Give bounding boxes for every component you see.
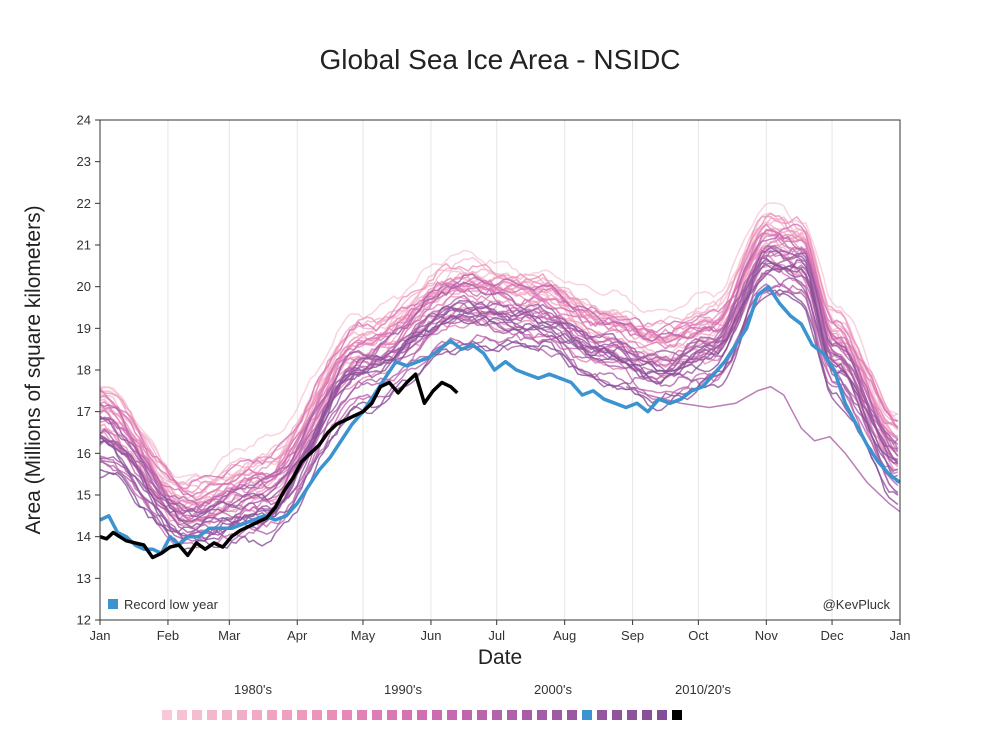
y-tick-label: 24 bbox=[77, 113, 91, 128]
year-swatch bbox=[282, 710, 292, 720]
year-swatch bbox=[492, 710, 502, 720]
chart-title: Global Sea Ice Area - NSIDC bbox=[319, 44, 680, 75]
year-swatch bbox=[267, 710, 277, 720]
x-tick-label: Dec bbox=[820, 628, 844, 643]
x-tick-label: Jul bbox=[488, 628, 505, 643]
year-line bbox=[99, 245, 899, 515]
year-line bbox=[99, 232, 899, 515]
year-swatch bbox=[387, 710, 397, 720]
x-tick-label: Sep bbox=[621, 628, 644, 643]
y-tick-label: 21 bbox=[77, 238, 91, 253]
y-axis: 12 13 14 15 16 17 18 19 20 21 22 23 24 bbox=[77, 113, 100, 628]
year-swatch bbox=[537, 710, 547, 720]
gridlines bbox=[167, 120, 833, 620]
year-swatch bbox=[477, 710, 487, 720]
year-line bbox=[99, 212, 899, 507]
decade-label-1990s: 1990's bbox=[384, 682, 422, 697]
year-line bbox=[99, 250, 898, 515]
year-swatch bbox=[252, 710, 262, 720]
year-swatch bbox=[402, 710, 412, 720]
x-tick-label: Nov bbox=[755, 628, 779, 643]
year-swatch bbox=[552, 710, 562, 720]
year-swatches bbox=[162, 710, 682, 720]
x-tick-label: Feb bbox=[157, 628, 179, 643]
year-line bbox=[99, 261, 899, 530]
year-line bbox=[99, 238, 898, 510]
year-swatch bbox=[237, 710, 247, 720]
y-tick-label: 19 bbox=[77, 321, 91, 336]
y-tick-label: 16 bbox=[77, 446, 91, 461]
year-line bbox=[99, 288, 899, 545]
y-axis-label: Area (Millions of square kilometers) bbox=[22, 205, 45, 534]
year-swatch bbox=[642, 710, 652, 720]
y-tick-label: 23 bbox=[77, 154, 91, 169]
x-tick-label: May bbox=[351, 628, 376, 643]
year-swatch bbox=[177, 710, 187, 720]
year-swatch bbox=[162, 710, 172, 720]
year-swatch bbox=[207, 710, 217, 720]
year-line bbox=[99, 215, 898, 494]
year-swatch bbox=[657, 710, 667, 720]
decade-label-1980s: 1980's bbox=[234, 682, 272, 697]
x-tick-label: Aug bbox=[553, 628, 576, 643]
year-swatch bbox=[612, 710, 622, 720]
x-tick-label: Jan bbox=[90, 628, 111, 643]
x-tick-label: Mar bbox=[218, 628, 241, 643]
decade-label-2010s: 2010/20's bbox=[675, 682, 731, 697]
year-swatch bbox=[597, 710, 607, 720]
x-tick-label: Jan bbox=[890, 628, 911, 643]
y-tick-label: 22 bbox=[77, 196, 91, 211]
year-swatch bbox=[432, 710, 442, 720]
year-swatch bbox=[372, 710, 382, 720]
x-tick-label: Oct bbox=[688, 628, 709, 643]
y-tick-label: 12 bbox=[77, 613, 91, 628]
highlight-lines bbox=[99, 284, 902, 560]
year-line bbox=[99, 246, 899, 509]
year-swatch bbox=[462, 710, 472, 720]
y-tick-label: 14 bbox=[77, 529, 91, 544]
x-tick-label: Jun bbox=[420, 628, 441, 643]
y-tick-label: 13 bbox=[77, 571, 91, 586]
year-lines bbox=[99, 202, 901, 551]
year-line bbox=[625, 385, 901, 513]
year-line bbox=[99, 223, 899, 498]
y-tick-label: 18 bbox=[77, 363, 91, 378]
year-swatch bbox=[222, 710, 232, 720]
year-swatch bbox=[192, 710, 202, 720]
year-swatch bbox=[567, 710, 577, 720]
year-swatch bbox=[357, 710, 367, 720]
year-line bbox=[99, 263, 898, 523]
x-axis: Jan Feb Mar Apr May Jun Jul Aug Sep Oct Nov Dec Jan bbox=[90, 620, 911, 643]
year-swatch bbox=[627, 710, 637, 720]
legend-swatch bbox=[108, 599, 118, 609]
credit-label: @KevPluck bbox=[823, 597, 891, 612]
year-swatch bbox=[522, 710, 532, 720]
y-tick-label: 17 bbox=[77, 404, 91, 419]
year-swatch bbox=[297, 710, 307, 720]
year-swatch bbox=[447, 710, 457, 720]
year-swatch bbox=[417, 710, 427, 720]
year-swatch bbox=[312, 710, 322, 720]
year-line bbox=[99, 267, 899, 542]
year-line bbox=[99, 229, 899, 502]
legend-label: Record low year bbox=[124, 597, 219, 612]
year-swatch bbox=[342, 710, 352, 720]
x-axis-label: Date bbox=[478, 646, 522, 669]
year-swatch bbox=[327, 710, 337, 720]
year-line bbox=[99, 257, 899, 528]
x-tick-label: Apr bbox=[287, 628, 308, 643]
decade-label-2000s: 2000's bbox=[534, 682, 572, 697]
year-line bbox=[99, 223, 899, 490]
current-year-line bbox=[99, 372, 459, 560]
year-swatch bbox=[507, 710, 517, 720]
y-tick-label: 15 bbox=[77, 488, 91, 503]
record-low-line bbox=[99, 284, 902, 556]
year-line bbox=[100, 202, 899, 479]
year-swatch bbox=[582, 710, 592, 720]
y-tick-label: 20 bbox=[77, 279, 91, 294]
year-swatch bbox=[672, 710, 682, 720]
